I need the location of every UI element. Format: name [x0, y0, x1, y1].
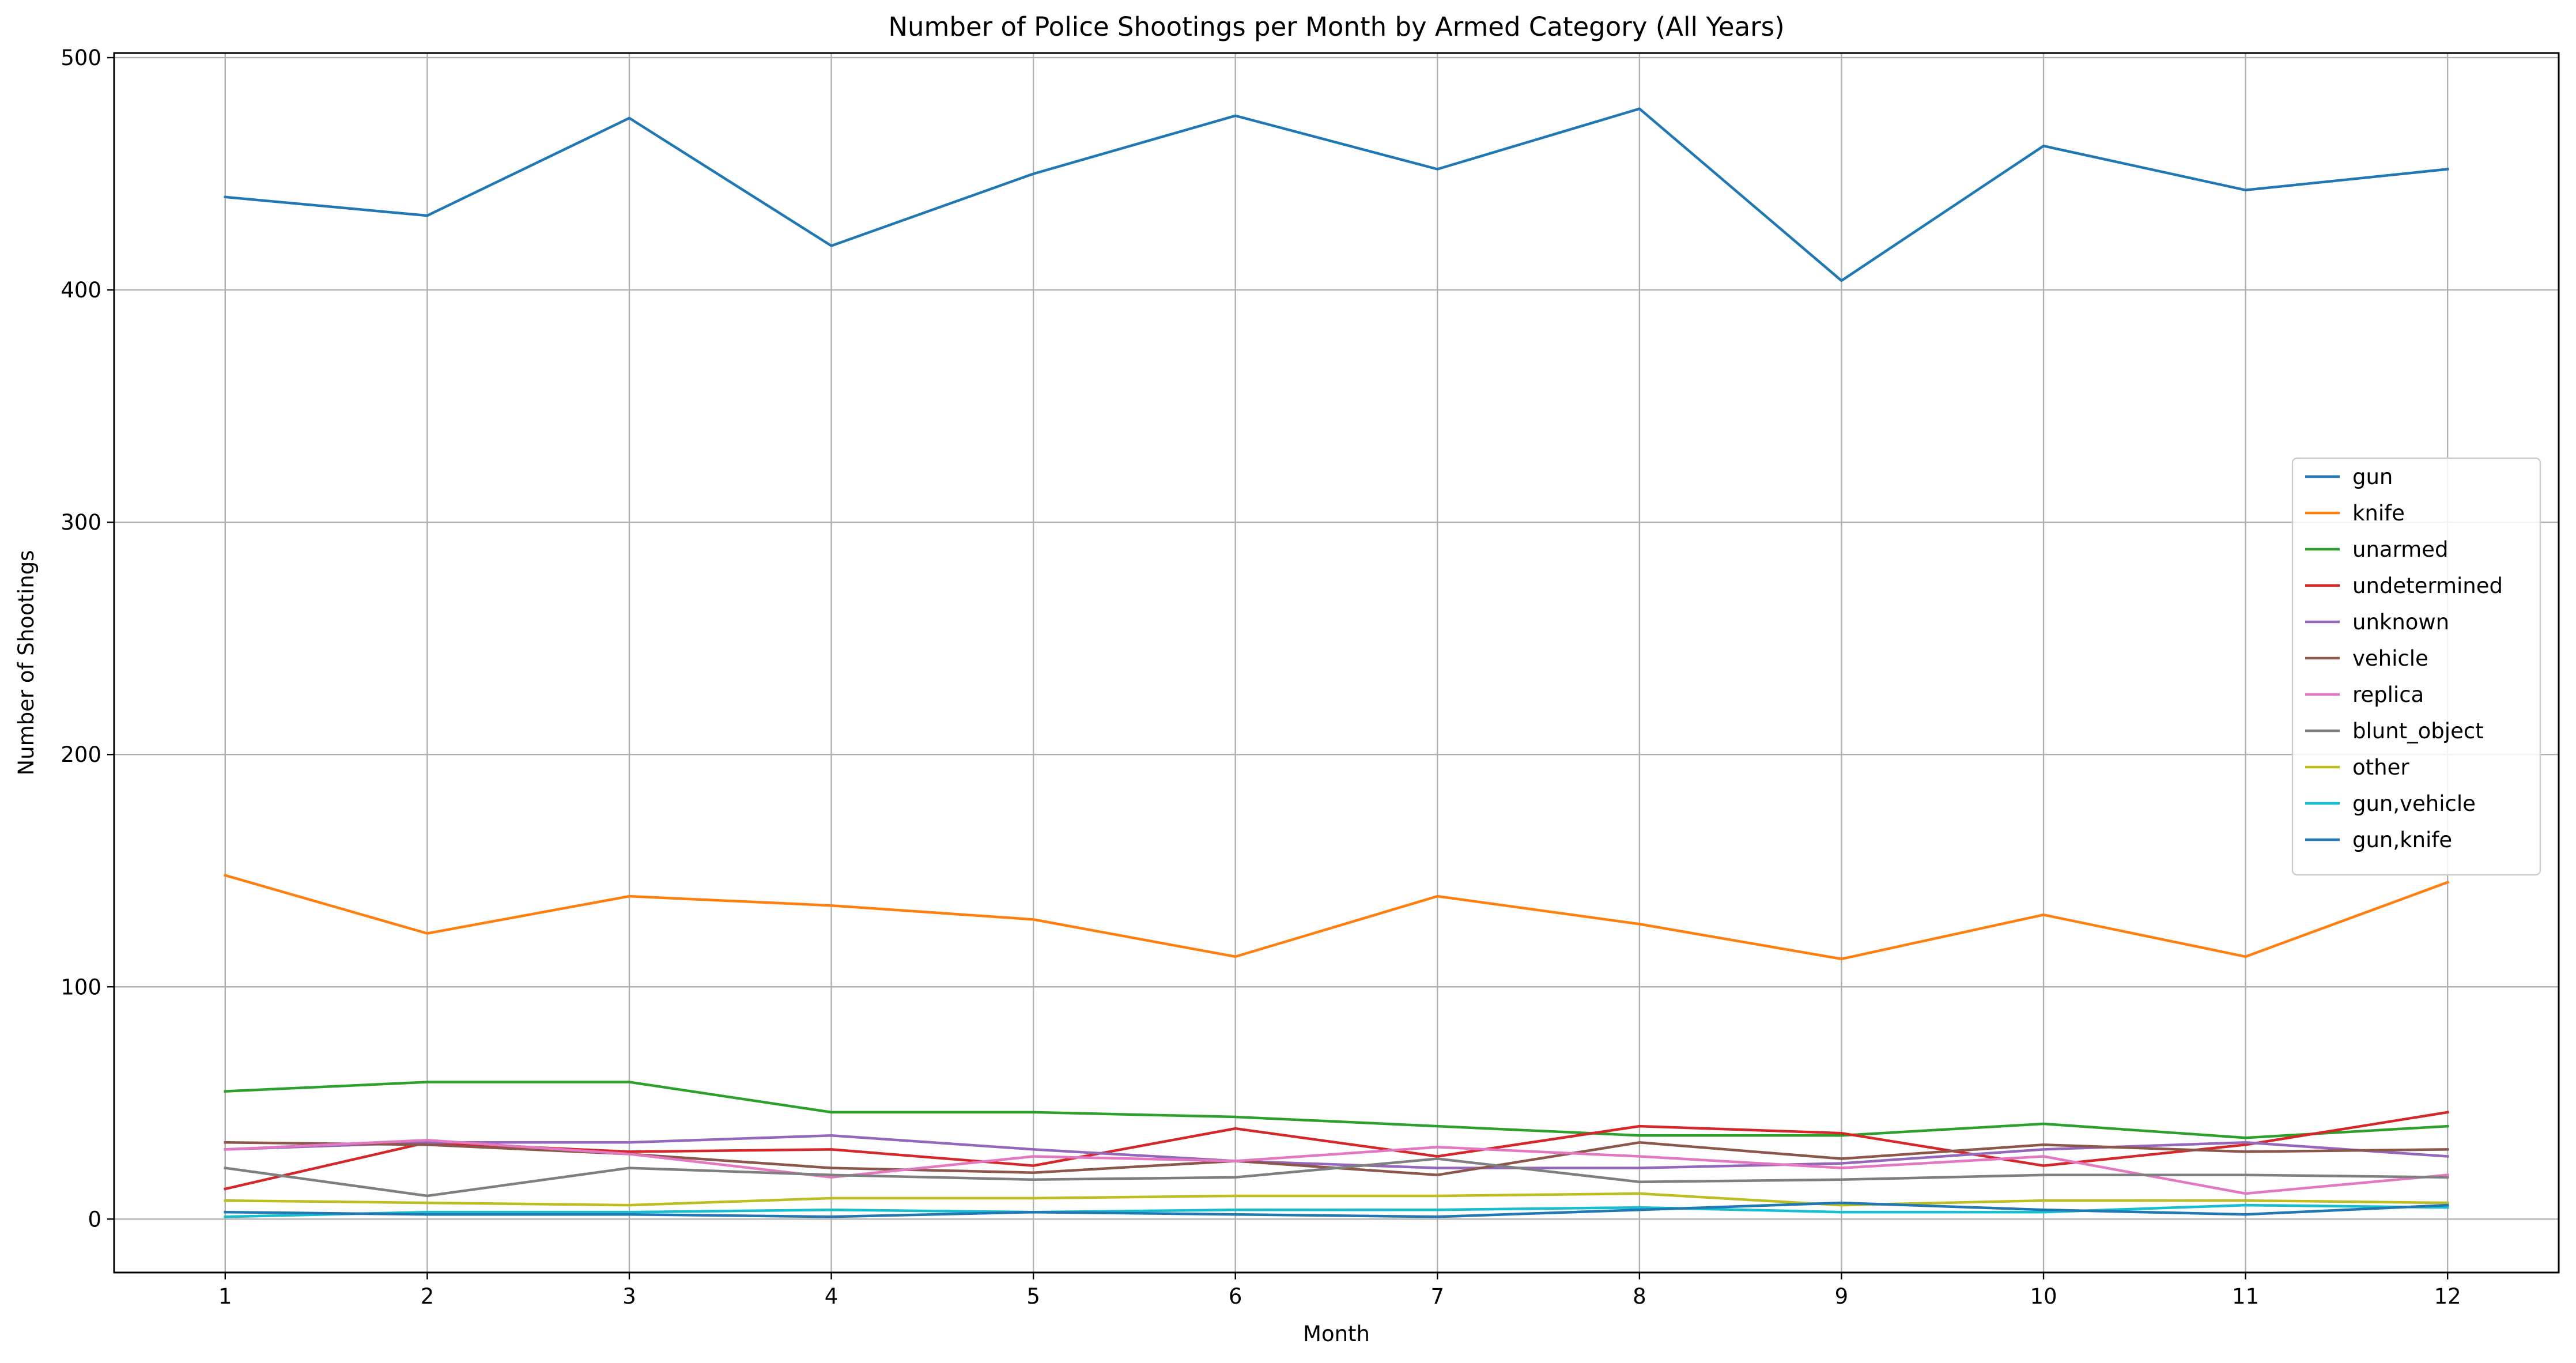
- legend-entry: knife: [2352, 501, 2405, 526]
- x-tick-label: 10: [2030, 1284, 2057, 1309]
- legend-entry: other: [2352, 755, 2409, 780]
- x-axis-label: Month: [1303, 1322, 1370, 1346]
- series-line-blunt-object: [224, 1157, 2449, 1198]
- y-tick-label: 400: [61, 278, 101, 303]
- series-line-replica: [224, 1139, 2449, 1195]
- legend-entry: unknown: [2352, 610, 2449, 635]
- legend-entry: blunt_object: [2352, 719, 2484, 743]
- legend-entry: replica: [2352, 682, 2424, 707]
- y-axis-label: Number of Shootings: [14, 550, 39, 775]
- x-tick-label: 12: [2434, 1284, 2461, 1309]
- series-line-other: [224, 1192, 2449, 1207]
- legend-entry: vehicle: [2352, 646, 2428, 671]
- y-tick-label: 200: [61, 742, 101, 767]
- plot-frame: [113, 52, 2560, 1274]
- chart-title: Number of Police Shootings per Month by …: [888, 12, 1784, 42]
- x-tick-label: 1: [218, 1284, 232, 1309]
- series-line-unknown: [224, 1134, 2449, 1169]
- x-tick-label: 4: [825, 1284, 838, 1309]
- legend-entry: unarmed: [2352, 537, 2448, 562]
- legend-entry: gun,knife: [2352, 828, 2452, 852]
- series-line-gun-knife: [224, 1201, 2449, 1218]
- legend-entry: undetermined: [2352, 573, 2503, 598]
- grid-lines: [114, 53, 2559, 1273]
- x-tick-label: 2: [421, 1284, 435, 1309]
- series-line-unarmed: [224, 1081, 2449, 1139]
- y-tick-label: 300: [61, 510, 101, 535]
- x-tick-label: 8: [1633, 1284, 1646, 1309]
- x-tick-label: 11: [2232, 1284, 2259, 1309]
- x-tick-label: 5: [1026, 1284, 1040, 1309]
- series-lines: [224, 107, 2450, 1218]
- x-tick-label: 6: [1229, 1284, 1242, 1309]
- x-tick-label: 3: [622, 1284, 636, 1309]
- x-tick-label: 7: [1431, 1284, 1445, 1309]
- series-line-knife: [224, 874, 2450, 961]
- legend-box: [2291, 457, 2541, 876]
- legend: gun knife unarmed undetermined unknown vehicl…: [2291, 457, 2541, 876]
- y-axis-ticks: 0 100 200 300 400 500: [61, 46, 114, 1232]
- legend-entry: gun,vehicle: [2352, 791, 2476, 816]
- x-axis-ticks: 1 2 3 4 5 6 7 8 9 10 11 12: [218, 1273, 2461, 1309]
- series-line-gun: [224, 107, 2449, 282]
- x-tick-label: 9: [1835, 1284, 1849, 1309]
- y-tick-label: 0: [88, 1207, 101, 1232]
- y-tick-label: 500: [61, 46, 101, 70]
- y-tick-label: 100: [61, 975, 101, 999]
- legend-entry: gun: [2352, 465, 2393, 489]
